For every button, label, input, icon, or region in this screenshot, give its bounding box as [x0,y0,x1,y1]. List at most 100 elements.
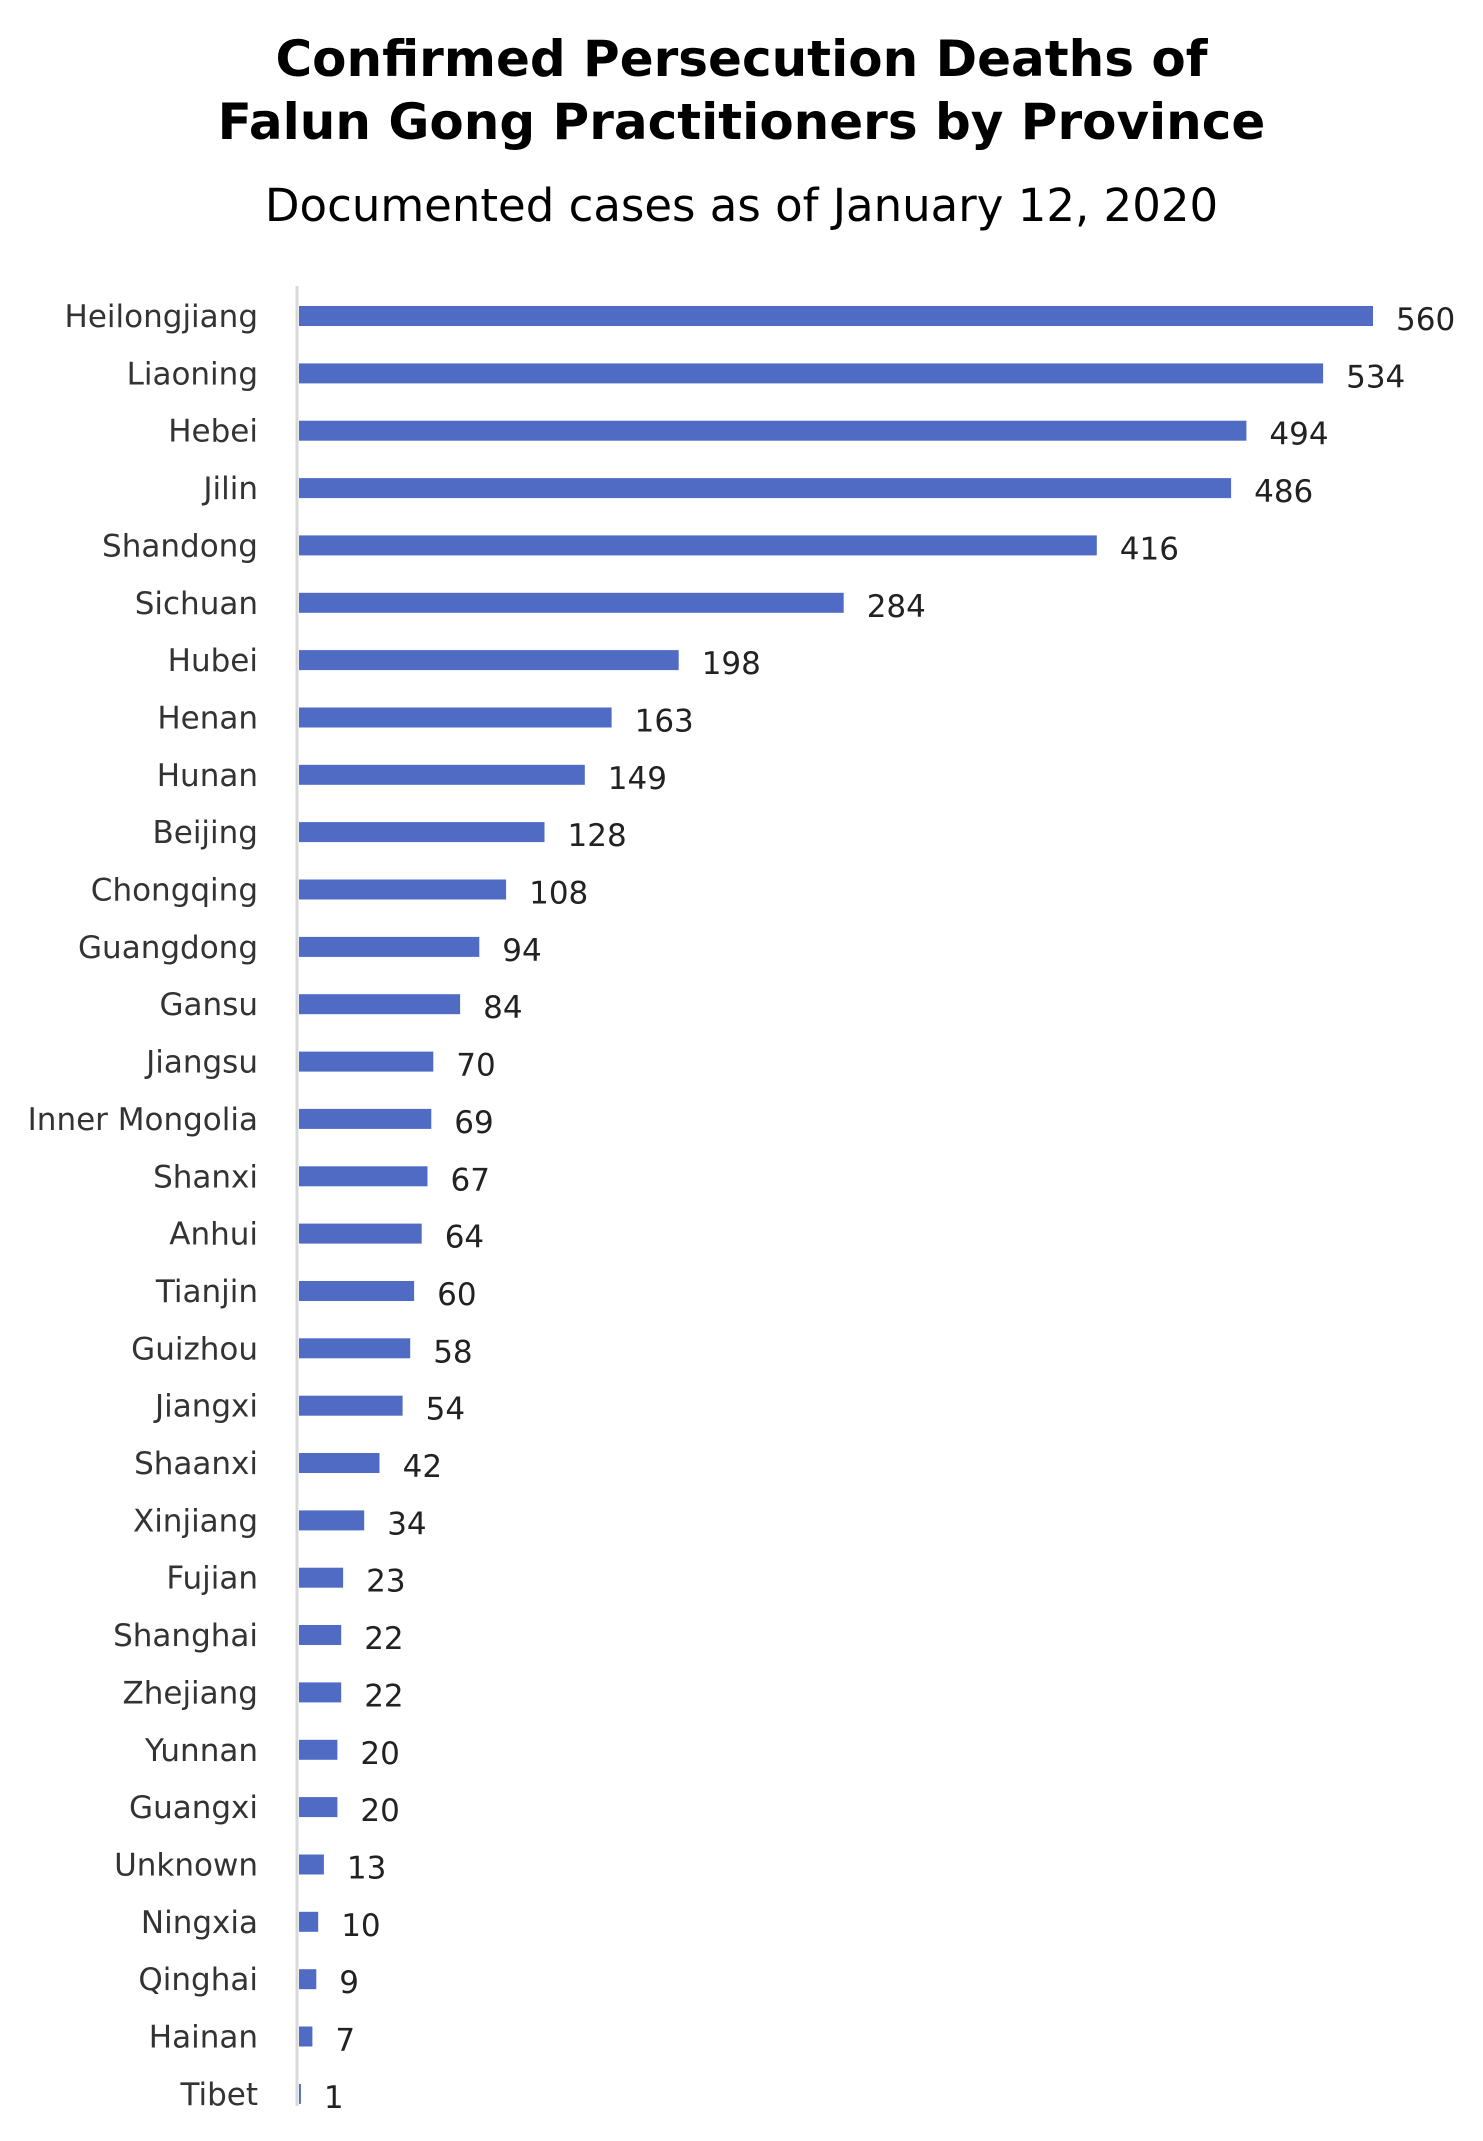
data-label-henan: 163 [635,704,694,740]
bar-guizhou [299,1338,411,1359]
bar-yunnan [299,1739,338,1760]
data-label-guangxi: 20 [360,1793,399,1829]
bars-group [299,306,1373,2104]
bar-hebei [299,420,1247,441]
bar-zhejiang [299,1682,342,1703]
data-label-tianjin: 60 [437,1277,476,1313]
data-label-ningxia: 10 [341,1908,380,1944]
category-label-jiangxi: Jiangxi [153,1389,258,1425]
data-label-jilin: 486 [1254,474,1313,510]
category-label-unknown: Unknown [114,1848,258,1884]
data-label-qinghai: 9 [339,1965,359,2001]
category-label-anhui: Anhui [169,1217,258,1253]
category-label-yunnan: Yunnan [144,1733,258,1769]
category-label-xinjiang: Xinjiang [133,1503,258,1539]
category-label-zhejiang: Zhejiang [122,1675,258,1711]
data-label-guangdong: 94 [502,933,541,969]
data-label-liaoning: 534 [1346,359,1405,395]
data-label-hubei: 198 [702,646,761,682]
category-label-guangxi: Guangxi [129,1790,258,1826]
bar-heilongjiang [299,306,1373,326]
category-label-shanghai: Shanghai [113,1618,258,1654]
category-label-fujian: Fujian [166,1561,258,1597]
bar-guangxi [299,1797,338,1818]
bar-xinjiang [299,1510,365,1531]
bar-hunan [299,764,585,785]
data-label-xinjiang: 34 [387,1506,426,1542]
category-label-shaanxi: Shaanxi [134,1446,258,1482]
category-label-henan: Henan [157,701,258,737]
category-label-liaoning: Liaoning [127,356,258,392]
category-label-inner-mongolia: Inner Mongolia [28,1102,258,1138]
bar-anhui [299,1223,422,1244]
bar-tianjin [299,1281,415,1301]
data-label-gansu: 84 [483,990,522,1026]
data-label-jiangsu: 70 [456,1048,495,1084]
bar-guangdong [299,936,480,957]
bar-hubei [299,650,679,671]
bar-shandong [299,535,1097,556]
category-label-hunan: Hunan [157,758,258,794]
data-label-guizhou: 58 [433,1334,472,1370]
bar-shanghai [299,1625,342,1645]
bar-henan [299,707,612,728]
bar-fujian [299,1567,344,1588]
chart-title-line-1: Confirmed Persecution Deaths of [275,30,1208,88]
bar-ningxia [299,1911,319,1932]
bar-unknown [299,1854,324,1875]
data-label-sichuan: 284 [867,589,926,625]
data-label-hainan: 7 [335,2023,355,2059]
bar-liaoning [299,363,1324,384]
category-labels: Heilongjiang Liaoning Hebei Jilin Shandong Si… [28,299,258,2113]
category-label-sichuan: Sichuan [135,586,258,622]
category-label-qinghai: Qinghai [138,1962,258,1998]
data-label-zhejiang: 22 [364,1678,403,1714]
data-label-chongqing: 108 [529,876,588,912]
category-label-jiangsu: Jiangsu [144,1045,258,1081]
category-label-guangdong: Guangdong [78,930,258,966]
category-label-guizhou: Guizhou [131,1331,258,1367]
category-label-hainan: Hainan [149,2020,258,2056]
category-label-shandong: Shandong [102,528,258,564]
category-label-ningxia: Ningxia [141,1905,258,1941]
bar-jilin [299,478,1232,499]
data-label-shanxi: 67 [451,1162,490,1198]
bar-hainan [299,2026,313,2047]
data-label-inner-mongolia: 69 [454,1105,493,1141]
chart-title: Confirmed Persecution Deaths of Falun Go… [0,28,1483,154]
bar-jiangxi [299,1395,403,1416]
category-label-shanxi: Shanxi [153,1159,258,1195]
bar-gansu [299,994,461,1015]
bar-shaanxi [299,1453,380,1473]
chart-subtitle: Documented cases as of January 12, 2020 [264,179,1219,232]
bar-tibet [299,2083,301,2104]
data-label-yunnan: 20 [360,1736,399,1772]
category-label-jilin: Jilin [201,471,258,507]
bar-chongqing [299,879,507,900]
data-label-shaanxi: 42 [403,1449,442,1485]
data-label-beijing: 128 [568,818,627,854]
chart-title-line-2: Falun Gong Practitioners by Province [217,93,1266,151]
data-label-unknown: 13 [347,1851,386,1887]
category-label-hubei: Hubei [168,643,258,679]
data-label-shanghai: 22 [364,1621,403,1657]
data-label-tibet: 1 [324,2080,344,2116]
category-label-chongqing: Chongqing [91,873,258,909]
data-label-hunan: 149 [608,761,667,797]
data-label-anhui: 64 [445,1220,484,1256]
data-label-heilongjiang: 560 [1396,302,1455,338]
category-label-hebei: Hebei [168,414,258,450]
data-label-shandong: 416 [1120,531,1179,567]
bar-jiangsu [299,1051,434,1072]
category-label-beijing: Beijing [152,815,258,851]
category-label-gansu: Gansu [160,987,258,1023]
data-label-jiangxi: 54 [426,1392,465,1428]
data-label-hebei: 494 [1269,417,1328,453]
category-label-heilongjiang: Heilongjiang [65,299,258,335]
bar-shanxi [299,1166,428,1187]
bar-beijing [299,822,545,843]
bar-sichuan [299,592,844,613]
category-label-tibet: Tibet [180,2077,259,2113]
